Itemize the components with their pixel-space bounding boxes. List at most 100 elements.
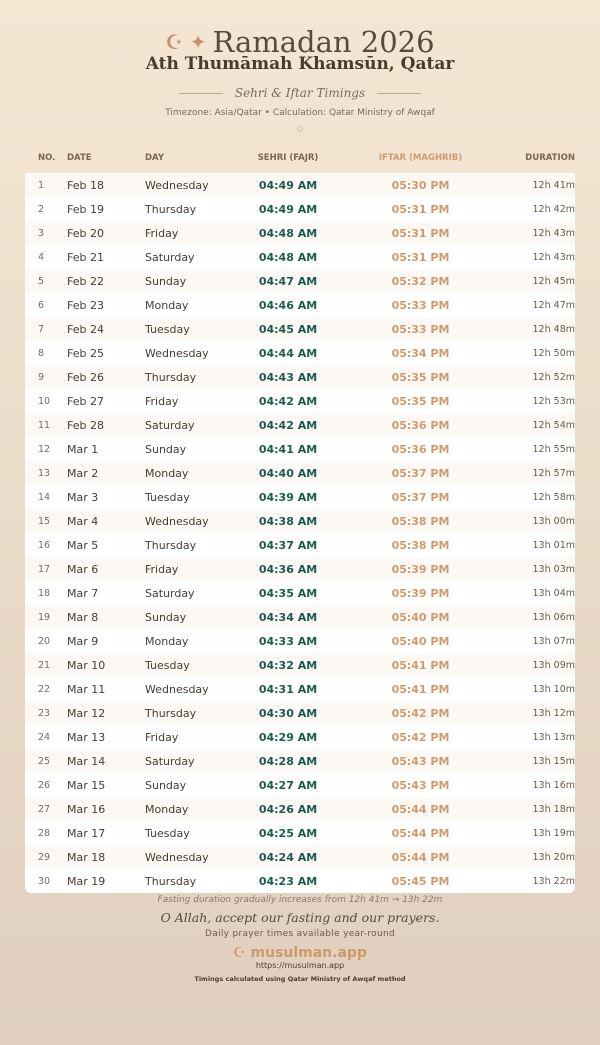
iftar-time: 05:42 PM xyxy=(391,706,450,720)
weekday: Thursday xyxy=(145,370,197,384)
iftar-time: 05:44 PM xyxy=(391,850,450,864)
table-row: 28 Mar 17 Tuesday 04:25 AM 05:44 PM 13h 19m xyxy=(25,821,575,845)
weekday: Tuesday xyxy=(145,490,190,504)
sehri-time: 04:36 AM xyxy=(258,562,318,576)
date: Feb 19 xyxy=(67,202,104,216)
iftar-time: 05:37 PM xyxy=(391,466,450,480)
day-number: 27 xyxy=(38,803,51,815)
sehri-time: 04:41 AM xyxy=(258,442,318,456)
iftar-time: 05:45 PM xyxy=(391,874,450,888)
sehri-time: 04:44 AM xyxy=(258,346,318,360)
date: Mar 5 xyxy=(67,538,99,552)
date: Mar 8 xyxy=(67,610,99,624)
fasting-duration: 13h 03m xyxy=(532,563,575,575)
sehri-time: 04:30 AM xyxy=(258,706,318,720)
iftar-time: 05:44 PM xyxy=(391,802,450,816)
table-row: 13 Mar 2 Monday 04:40 AM 05:37 PM 12h 57m xyxy=(25,461,575,485)
table-row: 6 Feb 23 Monday 04:46 AM 05:33 PM 12h 47m xyxy=(25,293,575,317)
table-row: 20 Mar 9 Monday 04:33 AM 05:40 PM 13h 07m xyxy=(25,629,575,653)
day-number: 11 xyxy=(38,419,51,431)
weekday: Saturday xyxy=(145,418,195,432)
day-number: 16 xyxy=(38,539,51,551)
iftar-time: 05:33 PM xyxy=(391,298,450,312)
fasting-duration: 12h 53m xyxy=(532,395,575,407)
day-number: 22 xyxy=(38,683,51,695)
fasting-duration: 12h 43m xyxy=(532,251,575,263)
day-number: 3 xyxy=(38,227,45,239)
day-number: 25 xyxy=(38,755,51,767)
brand: ☪ musulman.app xyxy=(233,945,367,961)
table-row: 10 Feb 27 Friday 04:42 AM 05:35 PM 12h 53m xyxy=(25,389,575,413)
table-row: 15 Mar 4 Wednesday 04:38 AM 05:38 PM 13h 00m xyxy=(25,509,575,533)
fasting-duration: 13h 16m xyxy=(532,779,575,791)
date: Feb 21 xyxy=(67,250,104,264)
table-row: 4 Feb 21 Saturday 04:48 AM 05:31 PM 12h 43m xyxy=(25,245,575,269)
sehri-time: 04:43 AM xyxy=(258,370,318,384)
sehri-time: 04:47 AM xyxy=(258,274,318,288)
weekday: Tuesday xyxy=(145,658,190,672)
iftar-time: 05:31 PM xyxy=(391,226,450,240)
date: Mar 12 xyxy=(67,706,106,720)
day-number: 7 xyxy=(38,323,45,335)
date: Feb 20 xyxy=(67,226,104,240)
date: Feb 26 xyxy=(67,370,104,384)
footer: Fasting duration gradually increases fro… xyxy=(0,895,600,983)
tagline: Daily prayer times available year-round xyxy=(205,929,395,939)
sehri-time: 04:28 AM xyxy=(258,754,318,768)
sehri-time: 04:42 AM xyxy=(258,418,318,432)
sehri-time: 04:46 AM xyxy=(258,298,318,312)
date: Mar 17 xyxy=(67,826,106,840)
weekday: Sunday xyxy=(145,442,187,456)
sehri-time: 04:35 AM xyxy=(258,586,318,600)
date: Mar 7 xyxy=(67,586,99,600)
sehri-time: 04:23 AM xyxy=(258,874,318,888)
table-row: 24 Mar 13 Friday 04:29 AM 05:42 PM 13h 13m xyxy=(25,725,575,749)
table-row: 27 Mar 16 Monday 04:26 AM 05:44 PM 13h 18m xyxy=(25,797,575,821)
table-row: 9 Feb 26 Thursday 04:43 AM 05:35 PM 12h 52m xyxy=(25,365,575,389)
table-row: 25 Mar 14 Saturday 04:28 AM 05:43 PM 13h 15m xyxy=(25,749,575,773)
date: Mar 1 xyxy=(67,442,99,456)
iftar-time: 05:39 PM xyxy=(391,562,450,576)
weekday: Saturday xyxy=(145,754,195,768)
fasting-duration: 12h 43m xyxy=(532,227,575,239)
weekday: Saturday xyxy=(145,250,195,264)
date: Mar 19 xyxy=(67,874,106,888)
sehri-time: 04:49 AM xyxy=(258,178,318,192)
date: Mar 13 xyxy=(67,730,106,744)
fasting-duration: 12h 50m xyxy=(532,347,575,359)
date: Mar 11 xyxy=(67,682,106,696)
day-number: 24 xyxy=(38,731,51,743)
table-body: 1 Feb 18 Wednesday 04:49 AM 05:30 PM 12h 41m 2… xyxy=(25,173,575,893)
fasting-duration: 13h 13m xyxy=(532,731,575,743)
day-number: 1 xyxy=(38,179,45,191)
iftar-time: 05:38 PM xyxy=(391,514,450,528)
website-link[interactable]: https://musulman.app xyxy=(255,961,345,970)
table-row: 19 Mar 8 Sunday 04:34 AM 05:40 PM 13h 06m xyxy=(25,605,575,629)
crescent-star-icon: ☪ ✦ xyxy=(165,30,207,54)
fasting-duration: 13h 10m xyxy=(532,683,575,695)
fasting-duration: 12h 42m xyxy=(532,203,575,215)
table-header: NO. DATE DAY SEHRI (FAJR) IFTAR (MAGHRIB… xyxy=(25,143,575,173)
sehri-time: 04:34 AM xyxy=(258,610,318,624)
col-no: NO. xyxy=(38,153,56,163)
date: Mar 9 xyxy=(67,634,99,648)
day-number: 5 xyxy=(38,275,45,287)
date: Mar 10 xyxy=(67,658,106,672)
date: Mar 4 xyxy=(67,514,99,528)
timings-table: NO. DATE DAY SEHRI (FAJR) IFTAR (MAGHRIB… xyxy=(25,143,575,893)
weekday: Wednesday xyxy=(145,346,209,360)
table-row: 23 Mar 12 Thursday 04:30 AM 05:42 PM 13h 12m xyxy=(25,701,575,725)
fasting-duration: 13h 01m xyxy=(532,539,575,551)
date: Feb 28 xyxy=(67,418,104,432)
fasting-duration: 12h 41m xyxy=(532,179,575,191)
iftar-time: 05:30 PM xyxy=(391,178,450,192)
table-row: 21 Mar 10 Tuesday 04:32 AM 05:41 PM 13h 09m xyxy=(25,653,575,677)
weekday: Friday xyxy=(145,226,179,240)
day-number: 2 xyxy=(38,203,45,215)
day-number: 14 xyxy=(38,491,51,503)
table-row: 26 Mar 15 Sunday 04:27 AM 05:43 PM 13h 16m xyxy=(25,773,575,797)
fasting-duration: 12h 55m xyxy=(532,443,575,455)
method-note: Timings calculated using Qatar Ministry … xyxy=(194,975,406,983)
sehri-time: 04:31 AM xyxy=(258,682,318,696)
fasting-duration: 13h 19m xyxy=(532,827,575,839)
